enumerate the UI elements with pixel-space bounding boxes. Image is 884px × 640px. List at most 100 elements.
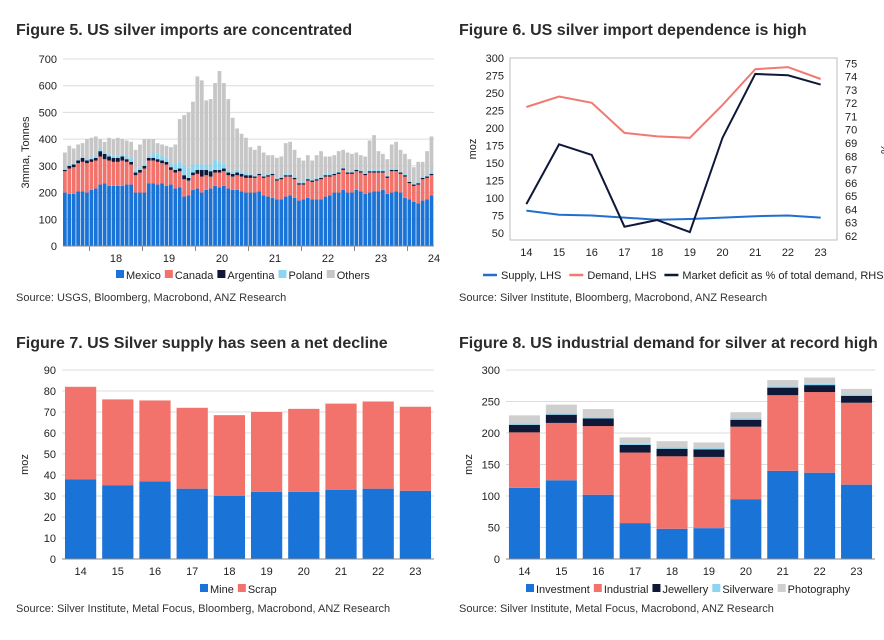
bar-segment xyxy=(301,160,306,182)
bar-segment xyxy=(160,160,164,164)
bar-segment xyxy=(146,160,151,184)
bar-segment xyxy=(164,145,169,158)
figure-6-source: Source: Silver Institute, Bloomberg, Mac… xyxy=(459,292,768,304)
bar-segment xyxy=(407,180,412,182)
bar-segment xyxy=(545,404,577,414)
bar-segment xyxy=(767,470,799,559)
bar-segment xyxy=(213,159,217,170)
figure-5-title: Figure 5. US silver imports are concentr… xyxy=(16,22,353,39)
x-tick-label: 20 xyxy=(216,253,228,265)
bar-segment xyxy=(288,173,293,176)
legend-label: Demand, LHS xyxy=(587,270,656,282)
y-right-tick-label: 75 xyxy=(845,58,857,70)
bar-segment xyxy=(160,155,164,161)
bar-segment xyxy=(358,171,363,173)
bar-segment xyxy=(292,197,297,246)
y-tick-label: 500 xyxy=(39,107,57,119)
bar-segment xyxy=(656,447,688,449)
bar-segment xyxy=(345,192,350,246)
bar-segment xyxy=(305,177,310,180)
bar-segment xyxy=(204,100,209,165)
figure-8-panel: Figure 8. US industrial demand for silve… xyxy=(459,335,884,640)
x-tick-label: 22 xyxy=(814,566,826,578)
legend-swatch xyxy=(593,584,602,592)
bar-segment xyxy=(120,156,125,161)
bar-segment xyxy=(341,167,346,169)
bar-segment xyxy=(305,197,310,246)
bar-segment xyxy=(767,387,799,396)
bar-segment xyxy=(354,171,359,190)
bar-segment xyxy=(399,490,432,559)
x-tick-label: 16 xyxy=(592,566,604,578)
bar-segment xyxy=(230,171,235,174)
bar-segment xyxy=(332,192,337,246)
bar-segment xyxy=(508,432,540,488)
y-tick-label: 50 xyxy=(492,228,504,240)
figure-5-source: Source: USGS, Bloomberg, Macrobond, ANZ … xyxy=(16,292,287,304)
bar-segment xyxy=(261,195,266,246)
series-line xyxy=(526,209,821,221)
legend-swatch xyxy=(777,584,786,592)
bar-segment xyxy=(332,173,337,176)
bar-segment xyxy=(76,191,81,246)
bar-segment xyxy=(297,181,301,184)
bar-segment xyxy=(98,156,103,185)
y-tick-label: 100 xyxy=(482,491,500,503)
bar-segment xyxy=(244,172,248,176)
bar-segment xyxy=(319,199,323,246)
bar-segment xyxy=(804,377,836,384)
legend-label: Supply, LHS xyxy=(501,270,561,282)
x-tick-label: 15 xyxy=(555,566,567,578)
x-tick-label: 22 xyxy=(782,247,794,259)
bar-segment xyxy=(323,156,328,174)
bar-segment xyxy=(656,528,688,559)
bar-segment xyxy=(213,169,217,173)
bar-segment xyxy=(323,196,328,246)
bar-segment xyxy=(177,171,182,188)
bar-segment xyxy=(270,173,275,176)
y-tick-label: 300 xyxy=(482,365,500,377)
bar-segment xyxy=(301,181,306,184)
bar-segment xyxy=(310,160,315,180)
bar-segment xyxy=(93,155,98,158)
bar-segment xyxy=(93,188,98,246)
bar-segment xyxy=(76,144,81,160)
bar-segment xyxy=(266,155,270,174)
bar-segment xyxy=(389,168,394,170)
bar-segment xyxy=(693,448,725,450)
bar-segment xyxy=(411,183,416,185)
y-right-tick-label: 62 xyxy=(845,231,857,243)
y-tick-label: 175 xyxy=(486,141,504,153)
bar-segment xyxy=(841,484,873,559)
legend-label: Jewellery xyxy=(662,584,708,596)
bar-segment xyxy=(239,176,244,192)
bar-segment xyxy=(336,171,341,173)
bar-segment xyxy=(372,172,376,192)
bar-segment xyxy=(341,168,346,170)
bar-segment xyxy=(195,76,200,165)
bar-segment xyxy=(226,169,231,173)
bar-segment xyxy=(693,456,725,529)
bar-segment xyxy=(372,135,376,170)
bar-segment xyxy=(191,189,195,246)
bar-segment xyxy=(217,187,222,246)
bar-segment xyxy=(195,188,200,246)
bar-segment xyxy=(142,163,147,166)
bar-segment xyxy=(111,155,116,158)
bar-segment xyxy=(323,175,328,177)
y-right-tick-label: 68 xyxy=(845,151,857,163)
bar-segment xyxy=(367,140,372,170)
bar-segment xyxy=(363,172,368,174)
bar-segment xyxy=(199,176,204,193)
bar-segment xyxy=(301,199,306,246)
bar-segment xyxy=(63,152,67,169)
legend-swatch xyxy=(217,270,226,278)
legend-swatch xyxy=(526,584,534,592)
bar-segment xyxy=(508,424,540,433)
bar-segment xyxy=(407,183,412,200)
bar-segment xyxy=(222,163,226,169)
figure-6-title: Figure 6. US silver import dependence is… xyxy=(459,22,807,39)
bar-segment xyxy=(403,176,407,198)
bar-segment xyxy=(582,494,614,559)
bar-segment xyxy=(239,171,244,174)
